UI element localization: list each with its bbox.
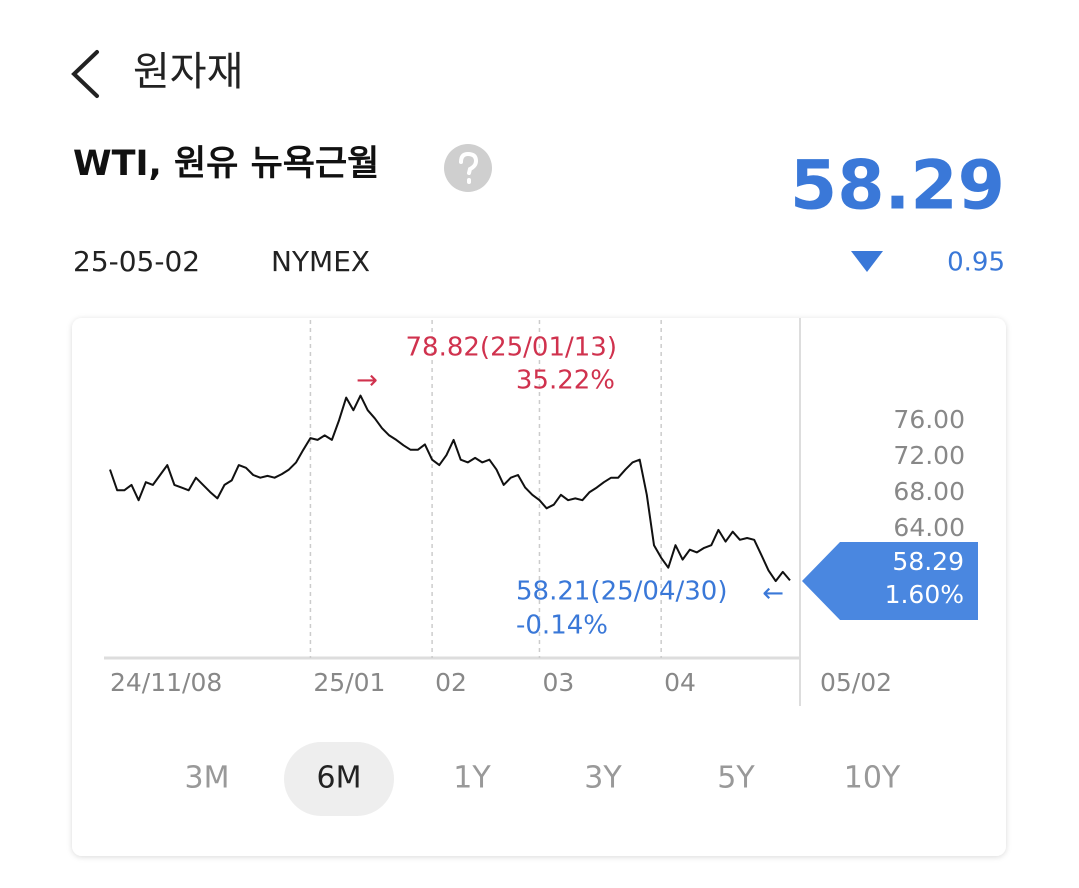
period-selected-bg — [284, 742, 394, 816]
last-price-box — [802, 542, 978, 620]
plot: 64.00 68.00 72.00 76.00 24/11/08 25/01 02 03 04 0… — [109, 320, 965, 697]
low-arrow: ← — [762, 579, 784, 609]
high-label: 78.82(25/01/13) — [406, 333, 618, 363]
period-label: 6M — [317, 761, 362, 796]
instrument-name: WTI, 원유 뉴욕근월 — [73, 144, 379, 184]
last-change: 1.60% — [885, 580, 964, 609]
y-tick-label: 72.00 — [893, 441, 965, 470]
low-label: 58.21(25/04/30) — [516, 577, 728, 607]
period-label: 3M — [185, 761, 230, 796]
high-change: 35.22% — [516, 366, 615, 396]
x-tick-label: 02 — [435, 668, 467, 697]
period-label: 3Y — [584, 761, 622, 796]
period-button[interactable]: 10Y — [844, 761, 901, 796]
period-button[interactable]: 6M — [284, 742, 394, 816]
last-price: 58.29 — [892, 547, 964, 576]
low-change: -0.14% — [516, 611, 608, 641]
y-tick-label: 68.00 — [893, 477, 965, 506]
help-circle — [444, 144, 492, 192]
date: 25-05-02 — [73, 245, 200, 278]
price-line — [109, 394, 791, 583]
x-tick-label: 24/11/08 — [110, 668, 222, 697]
x-tick-label: 04 — [664, 668, 696, 697]
page-title: 원자재 — [133, 49, 243, 95]
y-tick-label: 76.00 — [893, 405, 965, 434]
high-arrow: → — [356, 366, 378, 396]
down-triangle — [851, 251, 883, 272]
period-button[interactable]: 1Y — [453, 761, 491, 796]
help-icon — [459, 151, 479, 184]
period-selector: 3M 6M 1Y 3Y 5Y 10Y — [185, 742, 901, 816]
period-button[interactable]: 3M — [185, 761, 230, 796]
period-button[interactable]: 3Y — [584, 761, 622, 796]
price: 58.29 — [790, 147, 1005, 226]
period-label: 10Y — [844, 761, 901, 796]
period-label: 1Y — [453, 761, 491, 796]
period-button[interactable]: 5Y — [717, 761, 755, 796]
help-button[interactable] — [444, 144, 492, 192]
exchange: NYMEX — [271, 245, 370, 278]
back-button[interactable] — [71, 50, 99, 98]
period-label: 5Y — [717, 761, 755, 796]
x-tick-label: 05/02 — [820, 668, 892, 697]
x-tick-label: 25/01 — [313, 668, 385, 697]
y-tick-label: 64.00 — [893, 513, 965, 542]
price-change: 0.95 — [947, 248, 1005, 278]
x-tick-label: 03 — [542, 668, 574, 697]
